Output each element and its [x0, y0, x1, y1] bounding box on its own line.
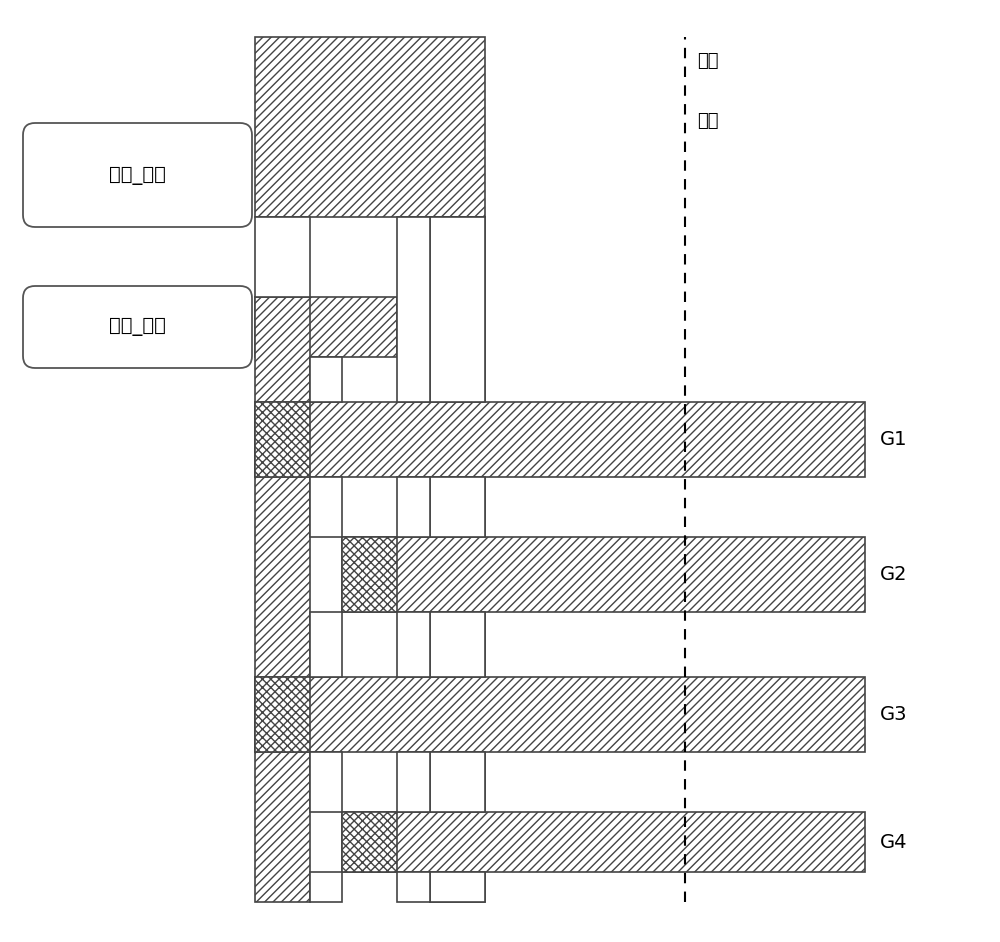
Bar: [310, 357, 342, 402]
Bar: [255, 297, 397, 357]
Bar: [397, 752, 430, 812]
Text: G3: G3: [880, 705, 908, 724]
Bar: [397, 872, 430, 902]
Text: 栅极_偶数: 栅极_偶数: [109, 166, 166, 185]
Bar: [255, 217, 310, 297]
Bar: [397, 612, 430, 677]
Bar: [310, 357, 342, 402]
Bar: [342, 812, 865, 872]
Bar: [310, 872, 342, 902]
Bar: [397, 477, 430, 537]
Bar: [430, 872, 485, 902]
Bar: [397, 217, 430, 402]
FancyBboxPatch shape: [23, 286, 252, 368]
Bar: [255, 677, 310, 752]
Text: 切割: 切割: [697, 112, 718, 130]
Bar: [255, 677, 865, 752]
Bar: [310, 612, 342, 677]
Text: G1: G1: [880, 430, 908, 449]
Bar: [310, 612, 342, 677]
Bar: [310, 477, 342, 537]
Bar: [310, 752, 342, 812]
Text: G2: G2: [880, 565, 908, 584]
Bar: [430, 217, 485, 902]
Bar: [342, 537, 865, 612]
Bar: [255, 402, 310, 477]
Bar: [342, 812, 397, 872]
FancyBboxPatch shape: [23, 123, 252, 227]
Bar: [430, 217, 485, 402]
Bar: [342, 537, 397, 612]
Bar: [430, 477, 485, 537]
Bar: [397, 612, 430, 677]
Text: 栅极_奇数: 栅极_奇数: [109, 317, 166, 336]
Bar: [255, 37, 485, 217]
Bar: [310, 872, 342, 902]
Bar: [430, 752, 485, 812]
Bar: [255, 297, 310, 902]
Bar: [397, 217, 430, 402]
Bar: [397, 477, 430, 537]
Bar: [310, 477, 342, 537]
Bar: [310, 752, 342, 812]
Text: G4: G4: [880, 833, 908, 852]
Bar: [397, 752, 430, 812]
Bar: [255, 217, 310, 297]
Bar: [430, 612, 485, 677]
Bar: [255, 402, 865, 477]
Text: 激光: 激光: [697, 52, 718, 70]
Bar: [397, 872, 430, 902]
